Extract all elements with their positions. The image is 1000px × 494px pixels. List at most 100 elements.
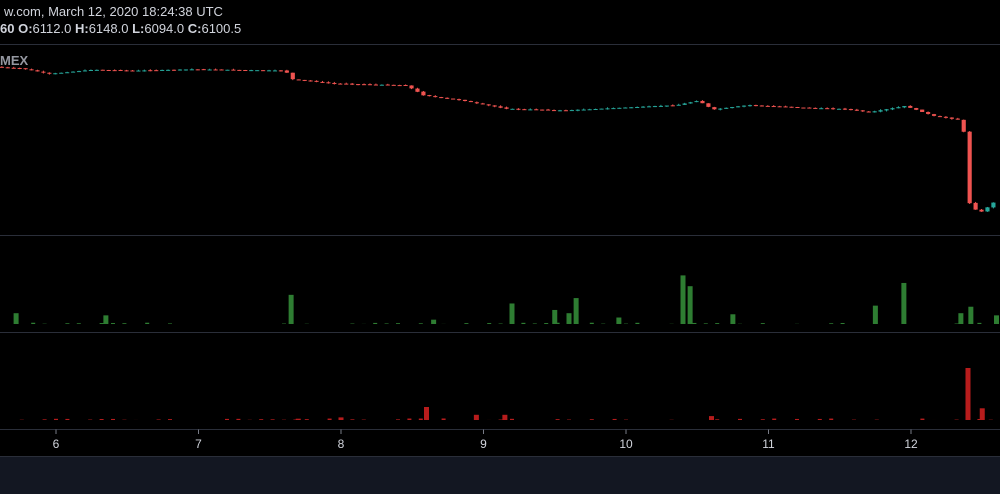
candle-body [594,109,598,110]
sell-volume-bar [510,419,514,420]
sell-volume-bar [556,419,560,420]
sell-volume-bar [305,419,309,420]
buy-volume-bar [616,318,621,324]
buy-volume-bar [510,323,514,324]
candle-body [576,110,580,111]
sell-volume-bar [43,419,47,420]
buy-volume-bar [692,323,696,324]
sell-volume-bar [590,419,594,420]
candle-body [386,85,390,86]
candle-body [671,105,675,106]
candle-body [516,109,520,110]
sell-volume-bar [977,419,981,420]
candle-body [101,70,105,71]
candle-body [896,107,900,108]
candle-body [950,118,954,119]
candle-body [47,73,51,74]
candle-body [119,70,123,71]
candle-body [362,84,366,85]
buy-volume-bar [704,323,708,324]
sell-volume-bar [502,415,507,420]
sell-volume-bar [100,419,104,420]
candle-body [208,70,212,71]
sell-volume-bar [350,419,354,420]
sell-volume-bar [236,419,240,420]
candle-body [564,110,568,111]
candle-body [160,70,164,71]
candle-body [873,111,877,112]
candle-body [558,110,562,111]
candle-body [107,70,111,71]
candle-body [273,70,277,71]
candle-body [71,72,75,73]
time-tick-label: 10 [619,437,633,451]
candle-body [231,70,235,71]
buy-volume-bar [111,323,115,324]
candle-body [41,72,45,73]
candle-body [974,203,978,210]
candle-body [409,85,413,88]
candle-body [914,108,918,110]
candle-body [368,84,372,85]
candle-body [130,70,134,71]
candle-body [677,105,681,106]
candle-body [736,106,740,107]
candle-body [784,106,788,107]
sell-volume-bar [225,419,229,420]
candle-body [225,70,229,71]
candle-body [6,67,10,68]
candle-body [136,71,140,72]
candle-body [926,112,930,114]
candle-body [469,101,473,102]
candle-body [653,106,657,107]
candle-body [457,99,461,100]
candle-body [463,100,467,101]
candle-body [540,110,544,111]
buy-volume-pane [14,275,999,324]
buy-volume-bar [901,283,906,324]
candle-body [451,99,455,100]
candle-body [510,109,514,110]
candle-body [0,67,4,68]
candle-body [659,106,663,107]
candle-body [261,70,265,71]
candle-body [552,110,556,111]
candle-body [24,68,28,69]
candle-body [991,203,995,208]
candle-body [706,103,710,107]
candle-body [843,109,847,110]
candle-body [683,103,687,104]
time-tick-label: 8 [338,437,345,451]
candle-body [831,108,835,109]
candle-body [629,107,633,108]
candle-body [95,70,99,71]
candle-body [813,108,817,109]
sell-volume-bar [920,419,924,420]
candle-body [772,106,776,107]
buy-volume-bar [688,286,693,324]
candle-body [795,107,799,108]
time-tick-label: 12 [904,437,918,451]
candle-body [445,98,449,99]
candle-body [344,84,348,85]
candle-body [89,70,93,71]
sell-volume-bar [168,419,172,420]
candle-body [267,70,271,71]
sell-volume-bar [474,415,479,420]
sell-volume-bar [761,419,765,420]
candle-body [825,108,829,109]
candle-body [641,107,645,108]
candle-body [255,70,259,71]
candle-body [415,89,419,92]
candle-body [665,106,669,107]
candle-body [202,69,206,70]
sell-volume-bar [424,407,429,420]
candle-body [635,107,639,108]
buy-volume-bar [521,323,525,324]
candle-body [214,69,218,70]
sell-volume-bar [772,419,776,420]
sell-volume-bar [54,419,58,420]
buy-volume-bar [289,295,294,324]
